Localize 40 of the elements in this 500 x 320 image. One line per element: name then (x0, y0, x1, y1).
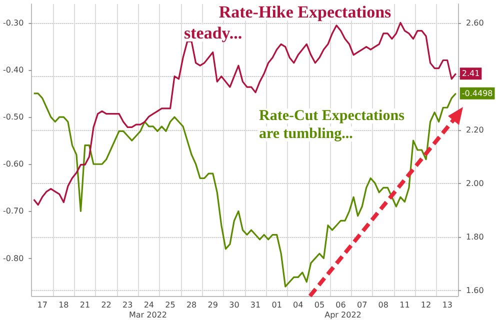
y2-tick-label: 2.20 (466, 125, 484, 134)
x-tick-label: 18 (58, 300, 69, 310)
x-tick-label: 08 (378, 300, 388, 310)
x-tick-label: 06 (336, 300, 346, 310)
y-tick-label: -0.40 (2, 65, 24, 74)
x-tick-label: 23 (122, 300, 133, 310)
x-tick-label: 12 (420, 300, 432, 310)
x-tick-label: 04 (293, 300, 304, 310)
annotation: Rate-Hike Expectations (218, 2, 392, 22)
x-tick-label: 07 (356, 300, 368, 310)
x-tick-label: 13 (442, 300, 452, 310)
x-tick-label: 21 (80, 300, 90, 310)
y-tick-label: -0.60 (2, 160, 24, 169)
x-tick-label: 31 (250, 300, 261, 310)
text: Apr 2022 (324, 310, 362, 320)
annotation: steady... (184, 24, 242, 42)
x-tick-label: 30 (229, 300, 240, 310)
y-tick-label: -0.80 (2, 254, 24, 263)
x-tick-label: 17 (37, 300, 48, 310)
y2-tick-label: 1.80 (466, 232, 484, 242)
x-tick-label: 01 (272, 300, 282, 310)
annotation: are tumbling... (259, 126, 354, 142)
y2-tick-label: 1.60 (466, 286, 484, 296)
y-tick-label: -0.50 (2, 112, 24, 122)
y2-tick-label: 2.60 (466, 18, 484, 28)
y-tick-label: -0.70 (2, 206, 24, 216)
x-tick-label: 05 (314, 300, 325, 310)
annotation: Rate-Cut Expectations (259, 108, 405, 124)
x-tick-label: 22 (101, 300, 112, 310)
x-tick-label: 28 (186, 300, 197, 310)
line-series (33, 22, 457, 206)
x-tick-label: 24 (144, 300, 154, 310)
y-tick-label: -0.30 (2, 18, 24, 28)
text: Mar 2022 (129, 310, 167, 320)
y2-tick-label: 2.00 (466, 178, 484, 188)
data-label: 2.41 (462, 69, 480, 78)
x-tick-label: 25 (165, 300, 176, 310)
x-tick-label: 11 (400, 300, 410, 310)
data-label: -0.4498 (462, 88, 493, 98)
x-tick-label: 29 (208, 300, 218, 310)
